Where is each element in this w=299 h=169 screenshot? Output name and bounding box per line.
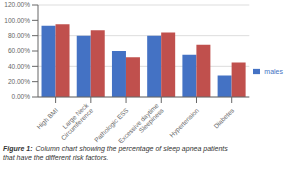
svg-text:40.00%: 40.00%	[8, 63, 30, 70]
svg-text:0.00%: 0.00%	[12, 93, 31, 100]
svg-text:Large NeckCircumference: Large NeckCircumference	[55, 101, 95, 141]
html-text:males: males	[264, 67, 283, 75]
svg-text:80.00%: 80.00%	[8, 32, 30, 39]
svg-text:120.00%: 120.00%	[8, 1, 30, 8]
svg-text:Diabetes: Diabetes	[212, 106, 236, 130]
svg-text:20.00%: 20.00%	[8, 78, 30, 85]
svg-text:Hypertension: Hypertension	[168, 106, 201, 139]
svg-text:Excessive daytimeSleepiness: Excessive daytimeSleepiness	[117, 101, 166, 143]
svg-text:High BMI: High BMI	[35, 106, 60, 131]
html-text:Figure 1: Column chart showing: Figure 1: Column chart showing the perce…	[3, 145, 228, 161]
svg-text:100.00%: 100.00%	[8, 17, 30, 24]
svg-text:60.00%: 60.00%	[8, 47, 30, 54]
